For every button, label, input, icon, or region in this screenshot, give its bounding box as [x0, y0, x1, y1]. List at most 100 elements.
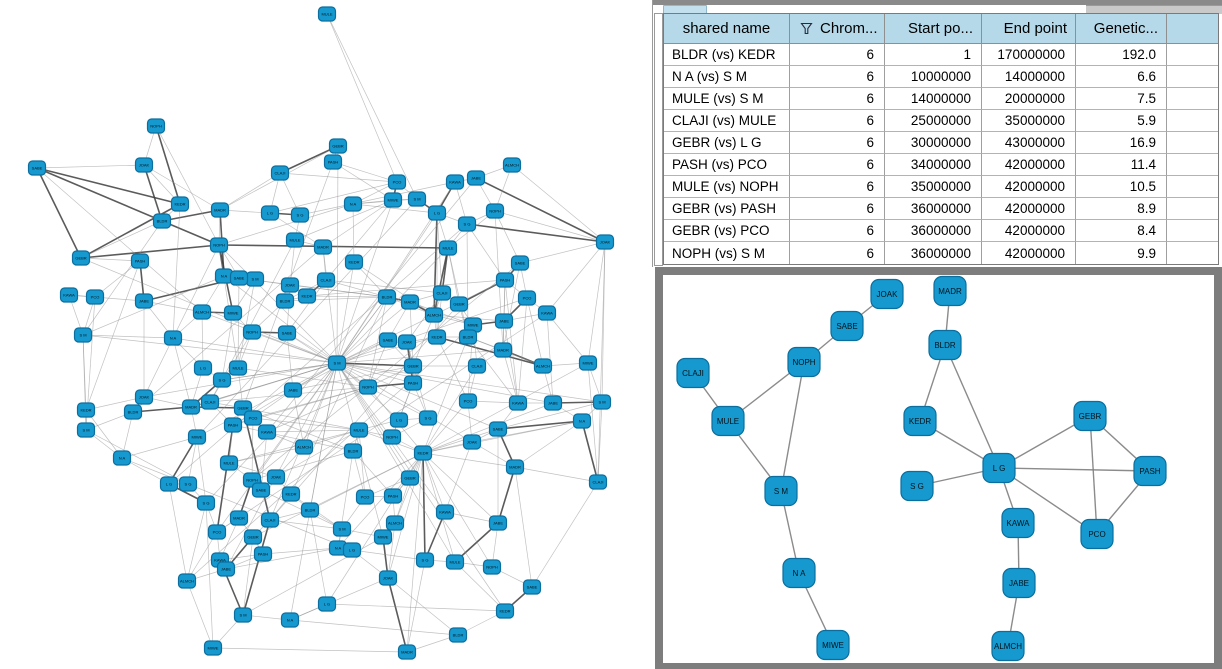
graph-edge[interactable]	[289, 362, 338, 621]
graph-edge[interactable]	[237, 278, 256, 369]
graph-edge[interactable]	[326, 13, 398, 183]
graph-edge[interactable]	[252, 452, 424, 538]
graph-edge[interactable]	[352, 203, 355, 263]
graph-edge[interactable]	[294, 199, 394, 241]
graph-edge[interactable]	[336, 301, 411, 364]
graph-edge[interactable]	[358, 429, 366, 498]
graph-node-noph[interactable]: NOPH	[482, 559, 502, 575]
node-shape[interactable]	[112, 450, 132, 466]
graph-node-kedr[interactable]: KEDR	[344, 254, 364, 270]
graph-node-sabe[interactable]: SABE	[378, 332, 398, 348]
graph-edge[interactable]	[228, 446, 305, 464]
graph-node-s-m[interactable]: S M	[327, 355, 347, 371]
node-shape[interactable]	[355, 489, 375, 505]
graph-edge[interactable]	[242, 407, 360, 431]
node-shape[interactable]	[76, 402, 96, 418]
node-shape[interactable]	[467, 358, 487, 374]
node-shape[interactable]	[510, 255, 530, 271]
graph-node-s-m[interactable]: S M	[592, 394, 612, 410]
graph-node-claji[interactable]: CLAJI	[270, 165, 290, 181]
graph-node-miwe[interactable]: MIWE	[187, 429, 207, 445]
graph-node-n-a[interactable]: N A	[112, 450, 132, 466]
graph-edge[interactable]	[269, 212, 324, 248]
graph-edge[interactable]	[454, 561, 506, 612]
node-shape[interactable]	[228, 360, 248, 376]
node-shape[interactable]	[572, 413, 592, 429]
graph-edge[interactable]	[422, 452, 493, 568]
node-shape[interactable]	[445, 174, 465, 190]
graph-node-l-g[interactable]: L G	[260, 205, 280, 221]
graph-edge[interactable]	[336, 145, 339, 364]
graph-edge[interactable]	[223, 275, 338, 364]
graph-edge[interactable]	[497, 466, 516, 524]
graph-edge[interactable]	[336, 212, 438, 364]
graph-node-bldr[interactable]: BLDR	[152, 213, 172, 229]
graph-node-claji[interactable]: CLAJI	[588, 474, 608, 490]
graph-node-kawa[interactable]: KAWA	[257, 424, 277, 440]
graph-node-sabe[interactable]: SABE	[229, 270, 249, 286]
graph-edge[interactable]	[306, 295, 388, 298]
graph-edge[interactable]	[36, 164, 145, 169]
node-shape[interactable]	[457, 216, 477, 232]
graph-edge[interactable]	[260, 431, 268, 491]
graph-node-miwe[interactable]: MIWE	[816, 629, 850, 661]
graph-edge[interactable]	[85, 260, 141, 411]
node-shape[interactable]	[251, 482, 271, 498]
graph-node-joak[interactable]: JOAK	[378, 570, 398, 586]
graph-edge[interactable]	[422, 428, 499, 454]
graph-edge[interactable]	[497, 420, 583, 430]
graph-node-pash[interactable]: PASH	[223, 417, 243, 433]
graph-node-pash[interactable]: PASH	[1133, 455, 1167, 487]
graph-edge[interactable]	[186, 531, 218, 582]
node-shape[interactable]	[382, 429, 402, 445]
graph-node-jabe[interactable]: JABE	[216, 561, 236, 577]
graph-node-pco[interactable]: PCO	[207, 524, 227, 540]
graph-edge[interactable]	[422, 420, 583, 454]
graph-node-noph[interactable]: NOPH	[787, 346, 821, 378]
column-header-start-po-[interactable]: Start po...	[885, 14, 982, 44]
graph-node-bldr[interactable]: BLDR	[458, 329, 478, 345]
node-shape[interactable]	[130, 253, 150, 269]
graph-edge[interactable]	[36, 167, 203, 313]
graph-edge[interactable]	[387, 522, 396, 579]
graph-edge[interactable]	[336, 296, 388, 364]
graph-edge[interactable]	[218, 203, 354, 246]
graph-node-s-g[interactable]: S G	[212, 372, 232, 388]
node-shape[interactable]	[342, 542, 362, 558]
graph-node-madr[interactable]: MADR	[493, 342, 513, 358]
node-shape[interactable]	[764, 475, 798, 507]
graph-edge[interactable]	[196, 362, 338, 438]
graph-edge[interactable]	[289, 619, 459, 636]
graph-edge[interactable]	[337, 452, 424, 549]
graph-edge[interactable]	[201, 311, 338, 364]
graph-node-n-a[interactable]: N A	[280, 612, 300, 628]
node-shape[interactable]	[207, 524, 227, 540]
graph-node-kedr[interactable]: KEDR	[495, 603, 515, 619]
graph-edge[interactable]	[422, 452, 499, 524]
node-shape[interactable]	[283, 382, 303, 398]
node-shape[interactable]	[508, 395, 528, 411]
node-shape[interactable]	[358, 379, 378, 395]
graph-edge[interactable]	[237, 367, 369, 388]
node-shape[interactable]	[1002, 567, 1036, 599]
node-shape[interactable]	[676, 357, 710, 389]
node-shape[interactable]	[178, 476, 198, 492]
node-shape[interactable]	[323, 154, 343, 170]
graph-node-pash[interactable]: PASH	[253, 546, 273, 562]
node-shape[interactable]	[152, 213, 172, 229]
graph-node-kawa[interactable]: KAWA	[537, 305, 557, 321]
graph-node-jabe[interactable]: JABE	[543, 395, 563, 411]
node-shape[interactable]	[407, 191, 427, 207]
table-row[interactable]: MULE (vs) S M 6 14000000 20000000 7.5	[664, 88, 1218, 110]
graph-node-noph[interactable]: NOPH	[146, 118, 166, 134]
graph-node-l-g[interactable]: L G	[159, 476, 179, 492]
node-shape[interactable]	[424, 307, 444, 323]
graph-node-sabe[interactable]: SABE	[251, 482, 271, 498]
graph-node-s-g[interactable]: S G	[418, 410, 438, 426]
graph-node-pash[interactable]: PASH	[323, 154, 343, 170]
graph-edge[interactable]	[475, 177, 606, 243]
graph-node-joak[interactable]: JOAK	[266, 469, 286, 485]
graph-node-kawa[interactable]: KAWA	[1001, 507, 1035, 539]
node-shape[interactable]	[418, 410, 438, 426]
graph-edge[interactable]	[517, 297, 528, 404]
